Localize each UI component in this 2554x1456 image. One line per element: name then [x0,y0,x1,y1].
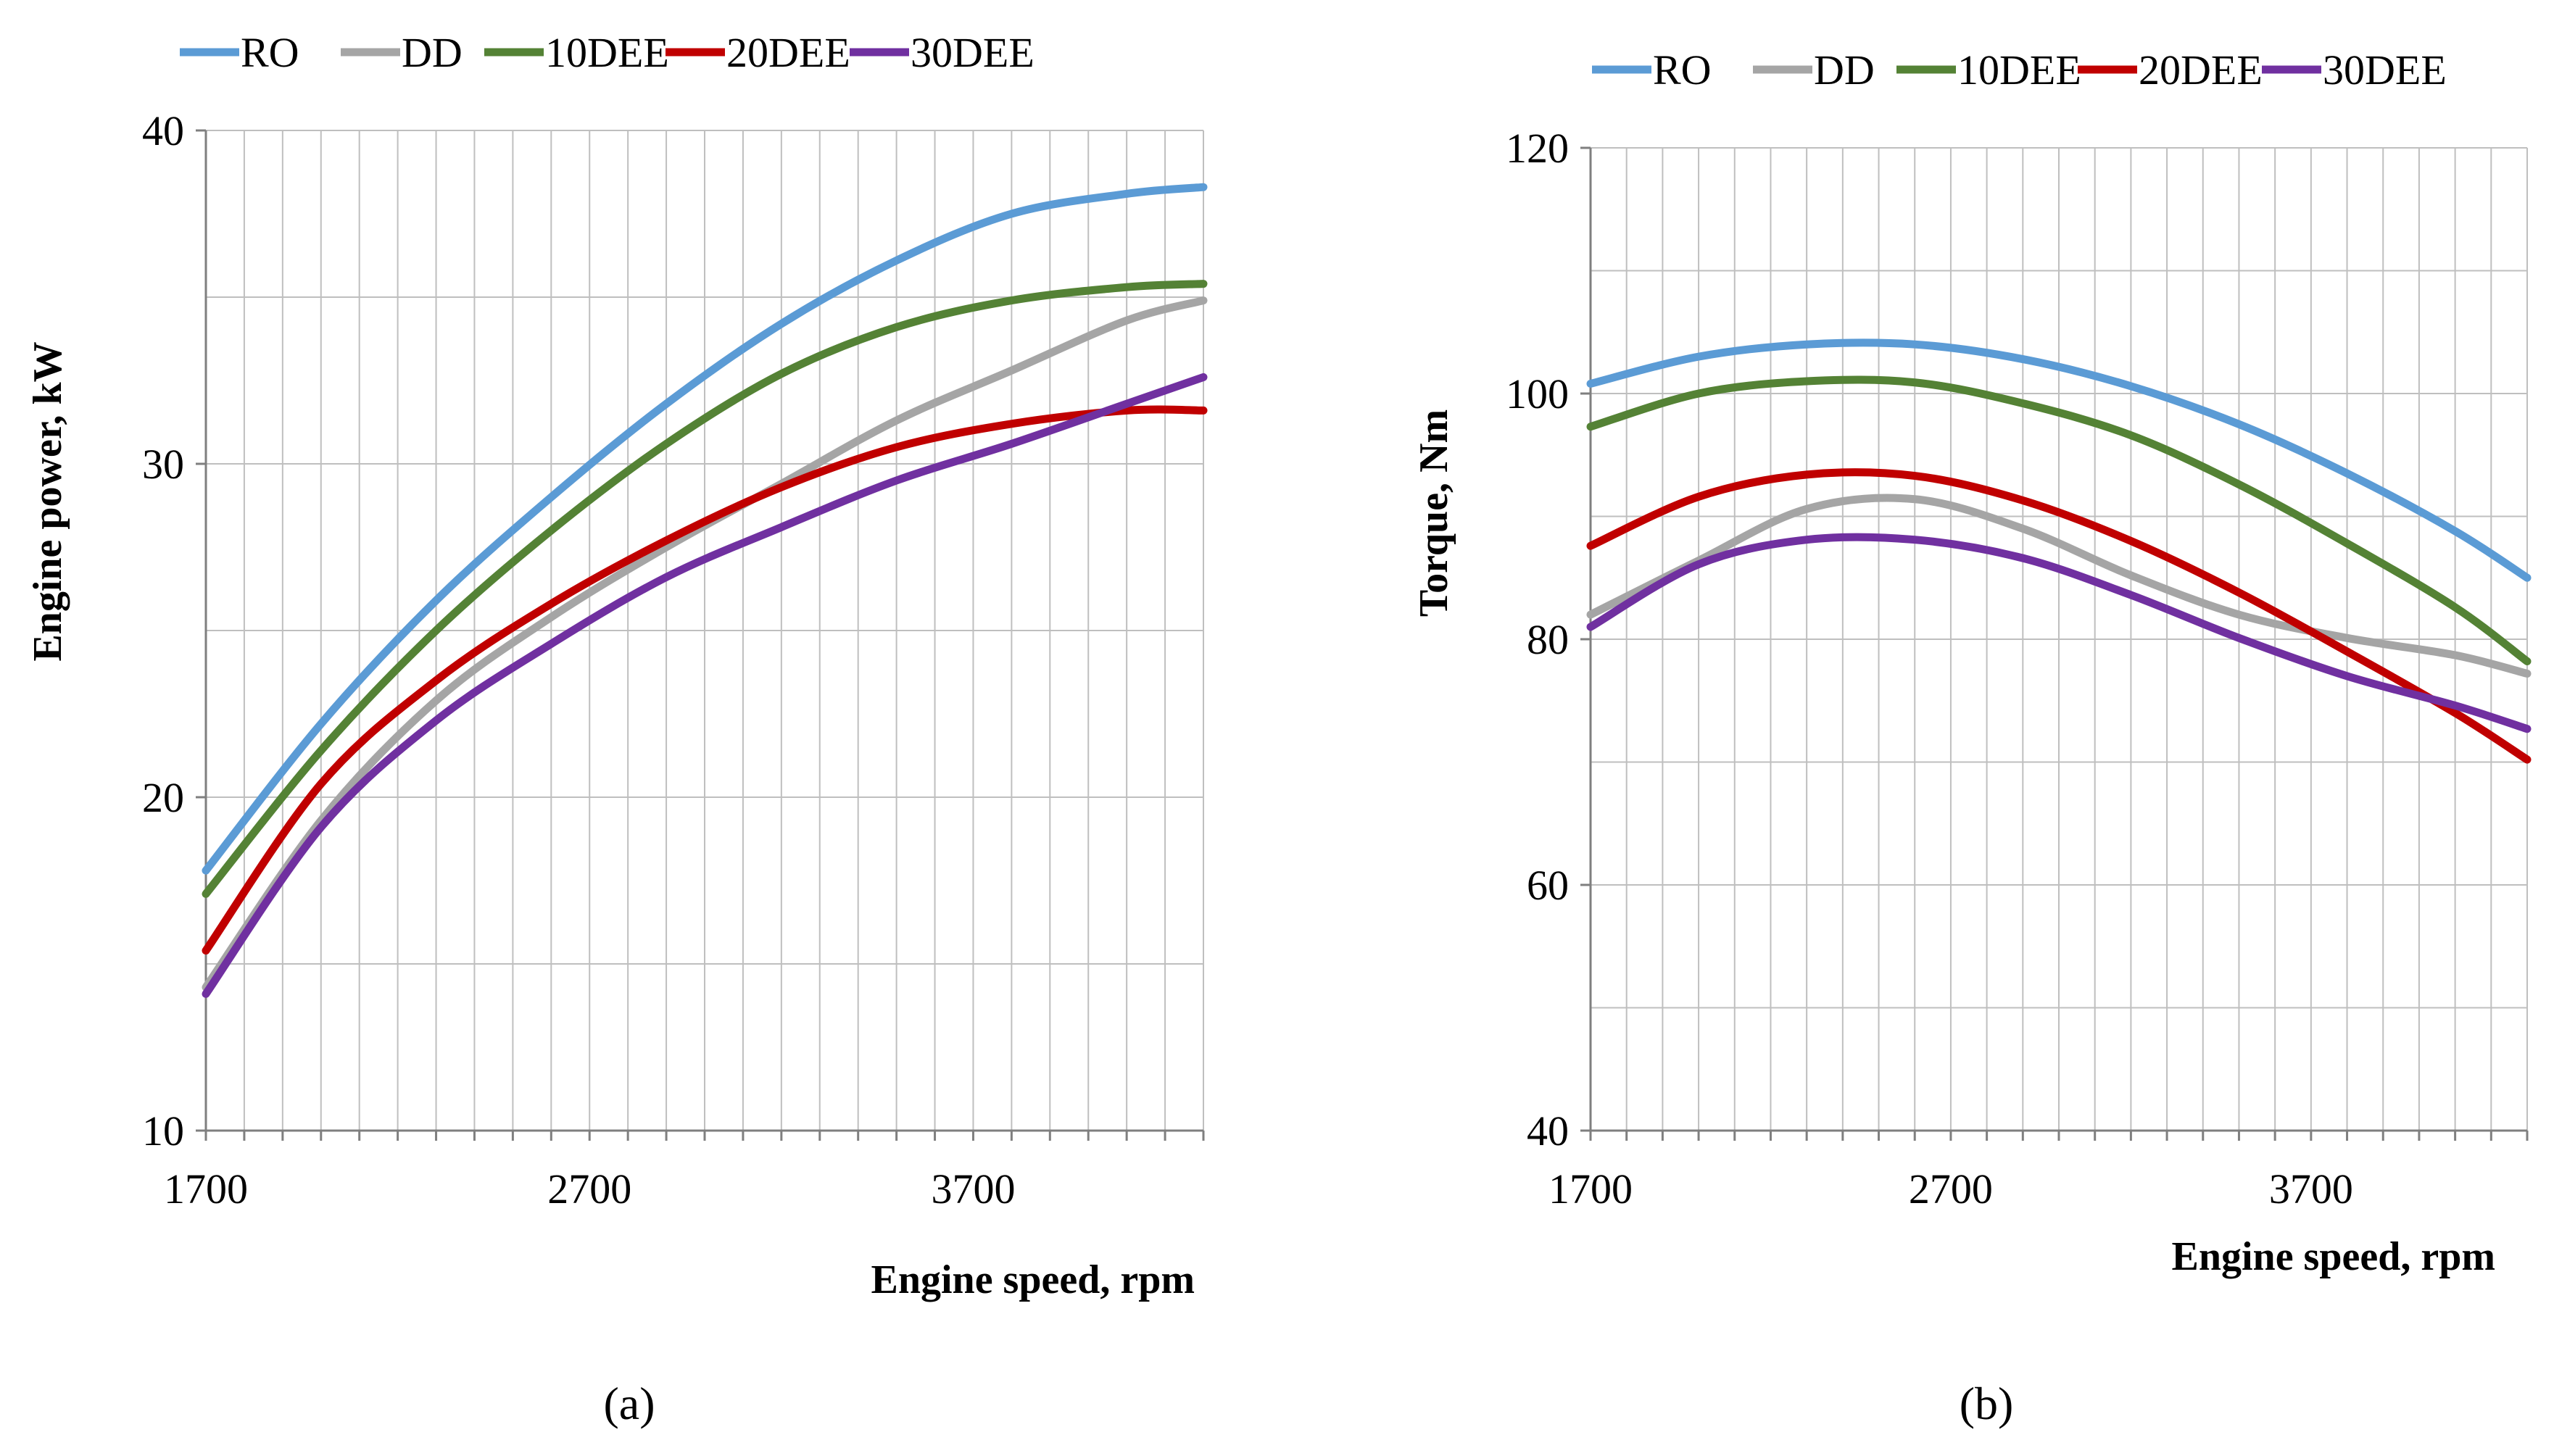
series-line-20dee [1586,468,2532,764]
legend: RO DD 10DEE 20DEE 30DEE [1592,46,2447,93]
series-line-30dee [202,373,1208,998]
y-tick-label: 10 [142,1107,184,1155]
series-line-10dee [202,280,1208,898]
gridlines [1590,147,2528,1131]
x-tick-label: 1700 [1548,1165,1633,1212]
gridlines [205,130,1204,1131]
series-lines [1586,338,2532,764]
series-line-20dee [202,405,1208,955]
axes [196,129,1205,1141]
y-tick-label: 40 [1527,1107,1569,1155]
y-axis-title: Engine power, kW [25,341,70,661]
y-tick-label: 60 [1527,862,1569,909]
panel-label: (b) [1960,1378,2014,1429]
legend-label-ro: RO [241,29,299,76]
series-line-dd [202,296,1208,991]
x-axis-title: Engine speed, rpm [871,1257,1195,1302]
y-tick-label: 30 [142,441,184,488]
legend-label-10dee: 10DEE [1957,46,2081,93]
series-line-ro [202,183,1208,875]
chart-panel-a: 10 20 30 40 1700 2700 3700 RO DD 10DEE 20DEE 30DEE… [25,29,1208,1429]
legend-label-dd: DD [1814,46,1875,93]
legend-label-dd: DD [402,29,463,76]
y-tick-label: 120 [1506,125,1569,172]
legend-label-ro: RO [1653,46,1712,93]
legend: RO DD 10DEE 20DEE 30DEE [180,29,1035,76]
panel-label: (a) [603,1378,655,1429]
x-tick-label: 2700 [1909,1165,1993,1212]
tick-labels: 40 60 80 100 120 1700 2700 3700 [1506,125,2353,1212]
legend-label-20dee: 20DEE [2139,46,2263,93]
chart-panel-b: 40 60 80 100 120 1700 2700 3700 RO DD 10DEE 20DEE 3… [1411,46,2532,1429]
series-lines [202,183,1208,998]
y-tick-label: 40 [142,107,184,154]
y-tick-label: 80 [1527,616,1569,663]
y-tick-label: 100 [1506,370,1569,417]
series-line-dd [1586,494,2532,678]
y-axis-title: Torque, Nm [1411,409,1456,617]
x-tick-label: 1700 [164,1165,248,1212]
series-line-10dee [1586,375,2532,666]
x-axis-title: Engine speed, rpm [2172,1234,2496,1279]
x-tick-label: 2700 [547,1165,631,1212]
axes [1580,146,2529,1141]
legend-label-30dee: 30DEE [911,29,1035,76]
legend-label-20dee: 20DEE [726,29,850,76]
x-tick-label: 3700 [2269,1165,2353,1212]
x-tick-label: 3700 [931,1165,1015,1212]
legend-label-30dee: 30DEE [2323,46,2447,93]
y-tick-label: 20 [142,774,184,821]
series-line-ro [1586,338,2532,582]
tick-labels: 10 20 30 40 1700 2700 3700 [142,107,1015,1212]
series-line-30dee [1586,533,2532,733]
legend-label-10dee: 10DEE [545,29,669,76]
